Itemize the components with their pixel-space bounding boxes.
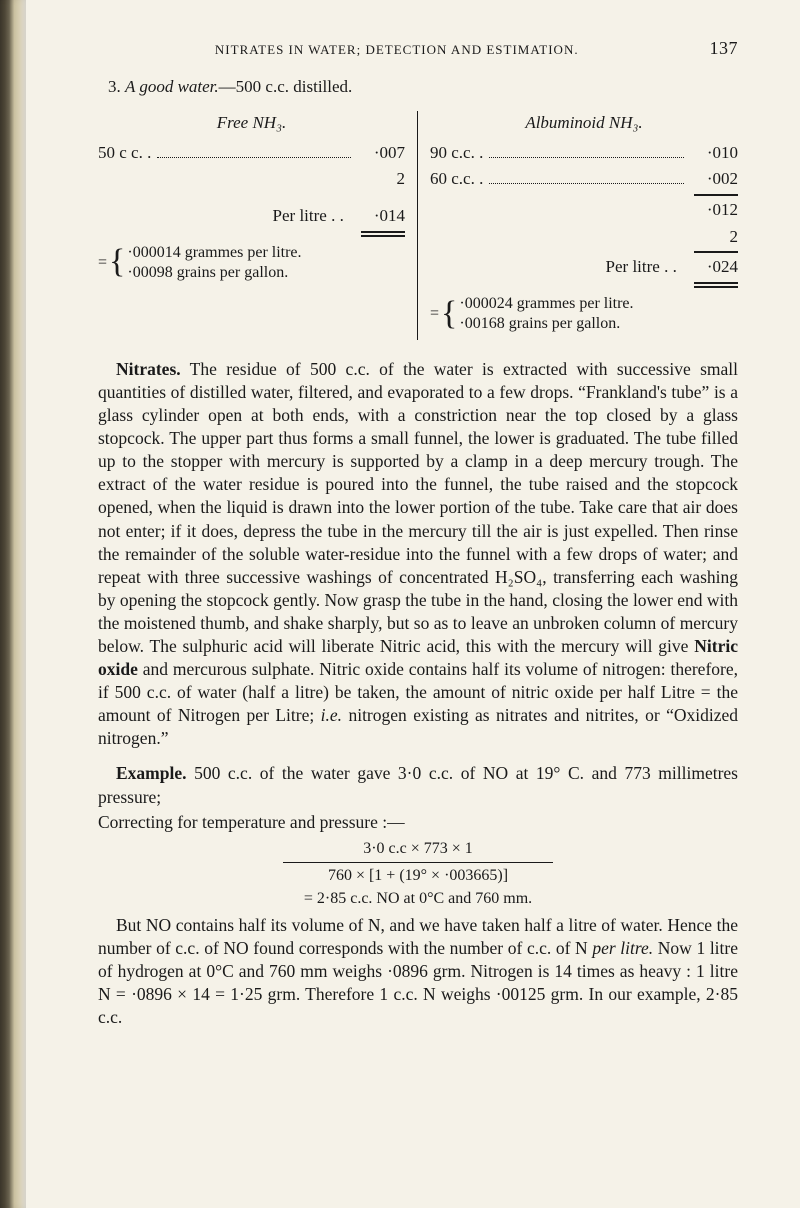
left-brace-block: = { ·000014 grammes per litre. ·00098 gr… — [98, 243, 405, 283]
left-brace-icon: { — [109, 252, 125, 272]
left-row-1: 50 c c. . ·007 — [98, 140, 405, 166]
fraction-rule — [283, 862, 553, 863]
page-content: NITRATES IN WATER; DETECTION AND ESTIMAT… — [0, 0, 800, 1208]
calc-denominator: 760 × [1 + (19° × ·003665)] — [98, 865, 738, 887]
running-head-text: NITRATES IN WATER; DETECTION AND ESTIMAT… — [98, 42, 696, 58]
brace-line-2: ·00098 grains per gallon. — [127, 264, 288, 281]
nitrates-lead: Nitrates. — [116, 359, 181, 379]
example-line1: 500 c.c. of the water gave 3·0 c.c. of N… — [98, 763, 738, 806]
calculation-block: 3·0 c.c × 773 × 1 760 × [1 + (19° × ·003… — [98, 838, 738, 910]
left-col-title: Free NH₃. — [98, 111, 405, 136]
per-litre-label: Per litre . . — [606, 255, 677, 280]
per-litre-italic: per litre. — [592, 938, 653, 958]
right-col-title: Albuminoid NH₃. — [430, 111, 738, 136]
right-column: Albuminoid NH₃. 90 c.c. . ·010 60 c.c. .… — [418, 111, 738, 340]
brace-line-1: ·000014 grammes per litre. — [127, 244, 301, 261]
right-row-2: 60 c.c. . ·002 — [430, 166, 738, 192]
per-litre-label: Per litre . . — [273, 204, 344, 229]
right-sum-2: 2 — [430, 225, 738, 250]
running-header: NITRATES IN WATER; DETECTION AND ESTIMAT… — [98, 38, 738, 59]
per-litre-value: ·014 — [374, 204, 405, 229]
paragraph-nitrates: Nitrates. The residue of 500 c.c. of the… — [98, 358, 738, 751]
example-line2: Correcting for temperature and pressure … — [98, 811, 738, 834]
equals-sign: = — [430, 302, 439, 325]
page-number: 137 — [710, 38, 739, 59]
brace-content: ·000014 grammes per litre. ·00098 grains… — [127, 243, 301, 283]
brace-line-2: ·00168 grains per gallon. — [459, 315, 620, 332]
rule-line — [694, 251, 738, 253]
rule-double — [694, 282, 738, 288]
paragraph-example: Example. 500 c.c. of the water gave 3·0 … — [98, 762, 738, 808]
row-label: 50 c c. . — [98, 141, 151, 166]
row-label: 60 c.c. . — [430, 167, 483, 192]
right-per-litre-row: Per litre . . ·024 — [430, 255, 738, 280]
right-brace-block: = { ·000024 grammes per litre. ·00168 gr… — [430, 294, 738, 334]
row-value: ·002 — [690, 167, 738, 192]
rule-double — [361, 231, 405, 237]
body-paragraphs: Nitrates. The residue of 500 c.c. of the… — [98, 358, 738, 1030]
left-brace-icon: { — [441, 304, 457, 324]
ie-italic: i.e. — [321, 705, 342, 725]
calc-numerator: 3·0 c.c × 773 × 1 — [98, 838, 738, 860]
two-column-table: Free NH₃. 50 c c. . ·007 2 Per litre . .… — [98, 111, 738, 340]
right-sum-1: ·012 — [430, 198, 738, 223]
paragraph-final: But NO contains half its volume of N, an… — [98, 914, 738, 1029]
right-row-1: 90 c.c. . ·010 — [430, 140, 738, 166]
per-litre-value: ·024 — [707, 255, 738, 280]
left-single-2: 2 — [98, 167, 405, 192]
left-per-litre-row: Per litre . . ·014 — [98, 204, 405, 229]
example-lead: Example. — [116, 763, 187, 783]
leader-dots — [489, 166, 684, 184]
equals-sign: = — [98, 251, 107, 274]
leader-dots — [157, 140, 351, 158]
row-value: ·007 — [357, 141, 405, 166]
row-label: 90 c.c. . — [430, 141, 483, 166]
brace-line-1: ·000024 grammes per litre. — [459, 295, 633, 312]
row-value: ·010 — [690, 141, 738, 166]
leader-dots — [489, 140, 684, 158]
calc-result: = 2·85 c.c. NO at 0°C and 760 mm. — [98, 888, 738, 910]
rule-line — [694, 194, 738, 196]
brace-content: ·000024 grammes per litre. ·00168 grains… — [459, 294, 633, 334]
left-column: Free NH₃. 50 c c. . ·007 2 Per litre . .… — [98, 111, 418, 340]
para1-text: The residue of 500 c.c. of the water is … — [98, 359, 738, 656]
section-heading: 3. A good water.—500 c.c. distilled. — [108, 77, 738, 97]
